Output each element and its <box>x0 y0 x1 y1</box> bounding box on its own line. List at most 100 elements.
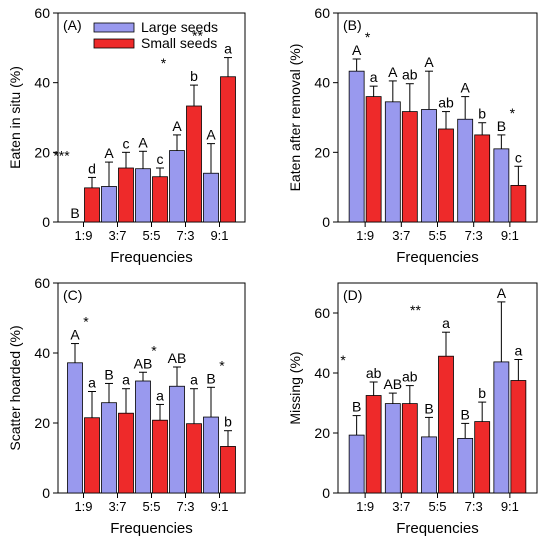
y-axis-title: Scatter hoarded (%) <box>7 325 23 450</box>
bar-small-seeds <box>510 380 527 494</box>
x-tick-label: 1:9 <box>356 228 374 243</box>
significance-letter: AB <box>383 376 402 392</box>
y-tick-label: 20 <box>34 144 50 160</box>
significance-letter: AB <box>134 355 153 371</box>
bar-small-seeds <box>474 421 491 494</box>
significance-letter: A <box>388 64 398 80</box>
bar-large-seeds <box>348 70 365 223</box>
x-tick-label: 5:5 <box>428 228 446 243</box>
bar-small-seeds <box>438 355 454 494</box>
bar-large-seeds <box>101 402 117 494</box>
bar-large-seeds <box>421 109 437 223</box>
x-tick-label: 5:5 <box>428 499 446 514</box>
y-tick-label: 40 <box>34 345 50 361</box>
significance-letter: b <box>190 68 198 84</box>
significance-stars: ** <box>410 302 421 318</box>
significance-stars: * <box>340 352 346 368</box>
significance-letter: a <box>224 41 232 57</box>
bar-large-seeds <box>203 172 219 223</box>
y-tick-label: 0 <box>42 214 50 230</box>
significance-letter: b <box>224 414 232 430</box>
significance-stars: ** <box>192 28 203 44</box>
bar-small-seeds <box>152 419 168 494</box>
significance-letter: B <box>206 370 215 386</box>
y-tick-label: 40 <box>314 365 330 381</box>
x-tick-label: 3:7 <box>392 499 410 514</box>
significance-letter: a <box>442 315 450 331</box>
chart-panel: 0 20 40 60 1:9 3:7 5:5 7:3 9:1 Frequencies Eaten i… <box>7 5 246 266</box>
bar-large-seeds <box>101 186 117 223</box>
x-tick-label: 3:7 <box>108 499 126 514</box>
significance-letter: B <box>104 366 113 382</box>
bar-small-seeds <box>474 134 491 223</box>
x-tick-label: 9:1 <box>501 499 519 514</box>
bar-large-seeds <box>348 434 365 494</box>
chart-panel: 0 20 40 60 1:9 3:7 5:5 7:3 9:1 Frequencies Eaten a… <box>287 5 538 266</box>
significance-letter: A <box>206 127 216 143</box>
x-tick-label: 1:9 <box>74 228 92 243</box>
bar-large-seeds <box>135 380 151 494</box>
legend-label-large-seeds: Large seeds <box>141 19 218 35</box>
bar-small-seeds <box>220 446 236 494</box>
x-axis-title: Frequencies <box>396 249 479 266</box>
significance-letter: ab <box>402 67 418 83</box>
significance-letter: B <box>497 118 506 134</box>
x-tick-label: 5:5 <box>142 228 160 243</box>
y-tick-label: 60 <box>314 5 330 21</box>
bar-large-seeds <box>384 101 401 223</box>
bar-small-seeds <box>84 417 100 494</box>
x-axis-title: Frequencies <box>110 249 193 266</box>
significance-letter: AB <box>168 350 187 366</box>
significance-letter: ab <box>438 95 454 111</box>
panel-label: (D) <box>343 287 362 303</box>
x-tick-label: 7:3 <box>176 499 194 514</box>
bar-small-seeds <box>118 167 134 223</box>
y-tick-label: 40 <box>314 75 330 91</box>
significance-stars: * <box>510 105 516 121</box>
y-tick-label: 0 <box>322 485 330 501</box>
bar-large-seeds <box>421 436 437 494</box>
bar-small-seeds <box>152 176 168 223</box>
significance-letter: a <box>514 343 522 359</box>
significance-letter: a <box>370 69 378 85</box>
panel-label: (A) <box>63 17 82 33</box>
y-tick-label: 20 <box>34 415 50 431</box>
significance-stars: * <box>219 357 225 373</box>
x-tick-label: 7:3 <box>465 228 483 243</box>
significance-letter: A <box>497 285 507 301</box>
y-tick-label: 60 <box>314 305 330 321</box>
significance-letter: B <box>461 406 470 422</box>
y-axis-title: Eaten in situ (%) <box>7 66 23 169</box>
x-tick-label: 9:1 <box>210 499 228 514</box>
significance-letter: B <box>424 400 433 416</box>
legend-swatch-large-seeds <box>93 22 135 33</box>
bar-large-seeds <box>384 403 401 494</box>
bar-large-seeds <box>135 168 151 223</box>
significance-stars: *** <box>53 147 70 163</box>
bar-large-seeds <box>203 416 219 494</box>
x-tick-label: 1:9 <box>356 499 374 514</box>
bar-small-seeds <box>186 105 202 223</box>
bar-small-seeds <box>401 403 418 494</box>
bar-small-seeds <box>118 412 134 494</box>
bar-large-seeds <box>493 148 510 223</box>
y-tick-label: 60 <box>34 5 50 21</box>
significance-letter: A <box>172 118 182 134</box>
y-tick-label: 40 <box>34 75 50 91</box>
significance-letter: A <box>424 54 434 70</box>
y-tick-label: 0 <box>42 485 50 501</box>
significance-letter: c <box>157 151 164 167</box>
chart-panel: 0 20 40 60 1:9 3:7 5:5 7:3 9:1 Frequencies Scatter… <box>7 275 246 537</box>
significance-letter: ab <box>366 365 382 381</box>
chart-panel: 0 20 40 60 1:9 3:7 5:5 7:3 9:1 Frequencies Missing… <box>287 282 538 537</box>
bar-large-seeds <box>169 385 185 494</box>
y-tick-label: 20 <box>314 144 330 160</box>
significance-letter: A <box>138 134 148 150</box>
bar-small-seeds <box>438 128 454 223</box>
x-tick-label: 3:7 <box>108 228 126 243</box>
panel-label: (B) <box>343 17 362 33</box>
significance-letter: A <box>352 42 362 58</box>
significance-letter: b <box>478 106 486 122</box>
x-tick-label: 3:7 <box>392 228 410 243</box>
